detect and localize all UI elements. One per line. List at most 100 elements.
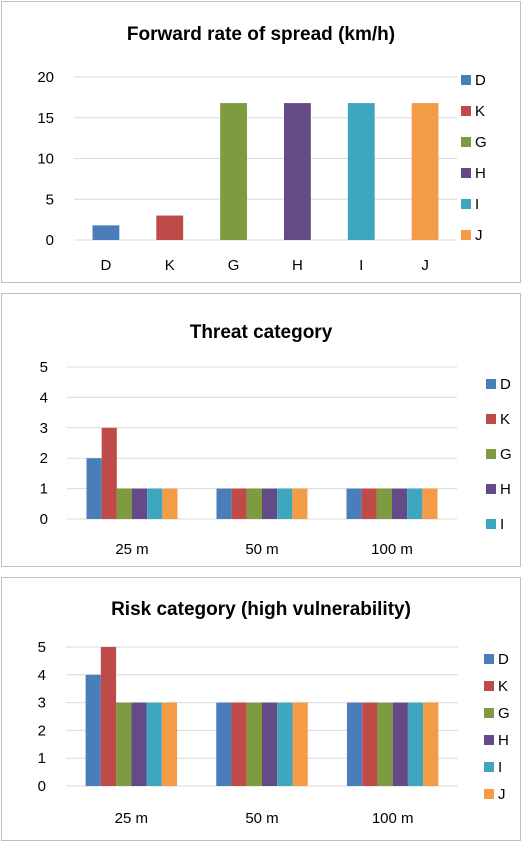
bar-j-25m — [161, 702, 178, 786]
legend-label: D — [500, 376, 511, 393]
x-category-label: I — [359, 257, 363, 274]
chart-risk-category: Risk category (high vulnerability) 0 1 2 3 4… — [1, 577, 521, 841]
bar-k-25m — [100, 647, 117, 786]
legend-label: D — [498, 651, 509, 668]
legend-swatch-i — [484, 762, 494, 772]
legend-swatch-g — [486, 449, 496, 459]
legend-swatch-i — [461, 199, 471, 209]
bar-d-50m — [216, 488, 232, 519]
bar-d-50m — [216, 702, 232, 786]
legend-label: G — [500, 446, 512, 463]
bar-d-25m — [85, 674, 101, 786]
bar-i — [347, 103, 375, 240]
x-category-label: H — [292, 257, 303, 274]
y-tick-label: 1 — [40, 481, 48, 498]
legend-label: G — [498, 705, 510, 722]
bar-j-100m — [423, 702, 439, 786]
bar-h-25m — [132, 488, 148, 519]
legend-label: I — [475, 196, 479, 213]
y-tick-label: 4 — [40, 389, 48, 406]
bar-j-100m — [422, 488, 438, 519]
chart-forward-rate-of-spread: Forward rate of spread (km/h) 0 5 10 15 20 D K… — [1, 1, 521, 283]
y-tick-label: 20 — [37, 69, 54, 86]
bar-i-100m — [407, 702, 424, 786]
bar-i-25m — [147, 488, 163, 519]
x-category-label: D — [100, 257, 111, 274]
x-category-label: G — [228, 257, 240, 274]
legend-swatch-g — [484, 708, 494, 718]
bar-i-50m — [277, 488, 293, 519]
bar-g-50m — [246, 702, 262, 786]
bar-i-25m — [146, 702, 162, 786]
legend-label: H — [475, 165, 486, 182]
legend-swatch-d — [486, 379, 496, 389]
y-tick-label: 4 — [38, 667, 46, 684]
x-category-label: K — [165, 257, 175, 274]
chart-title: Forward rate of spread (km/h) — [126, 24, 396, 45]
bar-g-25m — [116, 488, 132, 519]
bar-k-100m — [361, 488, 377, 519]
x-category-label: 25 m — [115, 810, 148, 827]
chart-plot: 0 1 2 3 4 5 25 m 50 m 100 m D K G H I — [40, 359, 512, 558]
legend-swatch-h — [461, 168, 471, 178]
y-tick-label: 3 — [40, 420, 48, 437]
bar-i-50m — [277, 702, 293, 786]
y-tick-label: 0 — [46, 232, 54, 249]
legend-swatch-g — [461, 137, 471, 147]
bar-k-100m — [362, 702, 378, 786]
chart-threat-category: Threat category 0 1 2 3 4 5 25 m 50 m 100 m D K G H I — [1, 293, 521, 567]
y-tick-label: 5 — [38, 639, 46, 656]
legend-swatch-d — [484, 654, 494, 664]
y-tick-label: 2 — [38, 722, 46, 739]
legend-swatch-i — [486, 519, 496, 529]
bar-h-50m — [262, 702, 278, 786]
legend-label: H — [500, 481, 511, 498]
y-tick-label: 15 — [37, 110, 54, 127]
x-category-label: 50 m — [245, 541, 278, 558]
bar-j-50m — [292, 702, 308, 786]
x-category-label: 100 m — [372, 810, 414, 827]
legend-swatch-j — [461, 230, 471, 240]
legend-swatch-d — [461, 75, 471, 85]
y-tick-label: 0 — [40, 511, 48, 528]
x-category-label: 50 m — [245, 810, 278, 827]
legend-swatch-k — [484, 681, 494, 691]
legend-swatch-k — [461, 106, 471, 116]
legend-label: J — [475, 227, 483, 244]
legend-swatch-k — [486, 414, 496, 424]
bar-i-100m — [407, 488, 423, 519]
y-tick-label: 1 — [38, 750, 46, 767]
bar-g-100m — [376, 488, 392, 519]
bar-j — [411, 103, 439, 240]
bar-h-25m — [131, 702, 147, 786]
legend-label: J — [498, 786, 506, 803]
bar-k-25m — [101, 427, 117, 519]
y-tick-label: 10 — [37, 151, 54, 168]
legend-swatch-h — [486, 484, 496, 494]
bar-d — [92, 225, 120, 240]
bar-j-25m — [162, 488, 178, 519]
bar-h-100m — [392, 702, 408, 786]
legend-label: K — [475, 103, 485, 120]
legend-label: I — [498, 759, 502, 776]
y-tick-label: 2 — [40, 450, 48, 467]
bar-k — [156, 215, 184, 240]
legend-label: G — [475, 134, 487, 151]
bar-k-50m — [231, 488, 247, 519]
bar-g-25m — [116, 702, 132, 786]
legend-swatch-h — [484, 735, 494, 745]
bar-j-50m — [292, 488, 308, 519]
legend-label: K — [500, 411, 510, 428]
y-tick-label: 5 — [46, 191, 54, 208]
y-tick-label: 0 — [38, 778, 46, 795]
bar-g — [220, 103, 247, 240]
x-category-label: 25 m — [115, 541, 148, 558]
chart-title: Threat category — [189, 322, 333, 343]
bar-g-50m — [246, 488, 262, 519]
x-category-label: J — [421, 257, 429, 274]
bar-d-25m — [86, 458, 102, 519]
bar-k-50m — [231, 702, 247, 786]
legend-label: D — [475, 72, 486, 89]
